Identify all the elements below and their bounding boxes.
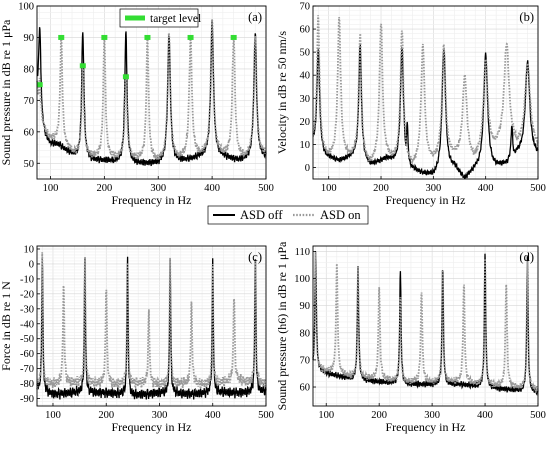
panel-c-x-tick-label: 400 [205,410,221,421]
panel-a-target-level-marker [230,34,237,40]
panel-c-y-tick-label: 0 [29,259,34,270]
panel-a-y-tick-label: 90 [24,33,35,44]
panel-c-series-asd-on [36,252,267,390]
panel-d-y-tick-label: 110 [295,247,310,258]
panel-d-x-tick-label: 400 [477,410,493,421]
shared-legend: ASD off ASD on [207,205,369,225]
panel-c-y-tick-label: -10 [20,274,34,285]
panel-b: 100 200 300 400 500 0 10 20 30 40 50 60 70 (b) Frequ… [275,2,546,208]
panel-d-x-axis-label: Frequency in Hz [386,420,466,434]
panel-a-x-tick-label: 200 [96,183,112,194]
panel-b-label: (b) [519,10,534,24]
panel-b-y-tick-label: 30 [300,94,311,105]
panel-b-y-tick-label: 20 [300,117,311,128]
panel-a-x-tick-label: 300 [150,183,166,194]
panel-c-label: (c) [248,250,262,264]
panel-d-label: (d) [519,250,534,264]
panel-c-y-tick-label: -90 [20,394,34,405]
panel-c-series-asd-off [36,256,267,400]
target-level-legend-label: target level [150,13,201,25]
panel-b-x-tick-label: 300 [425,183,441,194]
panel-c-y-tick-label: -60 [20,349,34,360]
panel-a: 100 200 300 400 500 50 60 70 80 90 100 (a) Frequen… [0,2,274,208]
panel-a-series-asd-off [36,19,267,167]
panel-c-x-tick-label: 200 [98,410,114,421]
panel-d-x-tick-label: 500 [530,410,546,421]
panel-c-x-axis-label: Frequency in Hz [112,420,192,434]
panel-c-y-axis-label: Force in dB re 1 N [0,281,13,371]
target-level-legend: target level [119,8,201,28]
panel-d-x-tick-label: 100 [318,410,334,421]
panel-c-y-tick-label: -70 [20,364,34,375]
panel-c: 100 200 300 400 500100-10-20-30-40-50-60-70-… [0,244,274,434]
panel-b-series-asd-on [312,15,539,165]
panel-b-y-tick-label: 0 [305,163,310,174]
panel-d-x-tick-label: 300 [424,410,440,421]
panel-d-y-axis-label: Sound pressure (h6) in dB re 1 μPa [275,241,289,410]
panel-a-target-level-marker [36,82,43,88]
panel-c-y-tick-label: -80 [20,379,34,390]
panel-a-target-level-marker [144,34,151,40]
panel-d-series-asd-on [312,251,539,394]
panel-a-y-tick-label: 60 [24,127,35,138]
panel-d-y-tick-label: 90 [300,301,311,312]
panel-b-x-tick-label: 200 [373,183,389,194]
panel-a-y-axis-label: Sound pressure in dB re 1 μPa [0,19,13,165]
panel-d: 100 200 300 400 500 60 70 80 90 100 110 (d) Freque… [275,241,546,434]
panel-b-y-tick-label: 50 [300,48,311,59]
panel-a-y-tick-label: 80 [24,64,35,75]
panel-b-y-tick-label: 10 [300,140,311,151]
panel-a-series-asd-on [36,19,267,161]
panel-b-y-axis-label: Velocity in dB re 50 nm/s [275,31,289,154]
panel-a-label: (a) [248,10,262,24]
panel-a-x-tick-label: 100 [43,183,59,194]
panel-a-target-level-marker [101,34,108,40]
panel-d-y-tick-label: 100 [294,274,310,285]
panel-c-y-tick-label: -30 [20,304,34,315]
panel-a-x-tick-label: 400 [204,183,220,194]
panel-a-target-level-marker [58,34,65,40]
panel-c-y-tick-label: 10 [24,244,35,255]
panel-d-y-tick-label: 70 [300,355,311,366]
panel-a-y-tick-label: 70 [24,96,35,107]
panel-a-x-tick-label: 500 [258,183,274,194]
panel-d-y-tick-label: 80 [300,328,311,339]
panel-c-y-tick-label: -40 [20,319,34,330]
panel-b-y-tick-label: 70 [300,2,311,13]
panel-b-series-asd-off [312,43,539,180]
panel-b-x-tick-label: 500 [530,183,546,194]
panel-d-y-tick-label: 60 [300,383,311,394]
panel-c-y-tick-label: -20 [20,289,34,300]
panel-a-y-tick-label: 100 [18,2,34,13]
panel-b-x-axis-label: Frequency in Hz [386,193,466,207]
panel-a-target-level-marker [79,63,86,69]
panel-c-x-tick-label: 500 [258,410,274,421]
panel-a-x-axis-label: Frequency in Hz [112,193,192,207]
panel-c-x-tick-label: 100 [45,410,61,421]
panel-d-x-tick-label: 200 [371,410,387,421]
panel-b-x-tick-label: 100 [321,183,337,194]
panel-b-y-tick-label: 40 [300,71,311,82]
panel-a-target-level-marker [187,34,194,40]
panel-c-x-tick-label: 300 [152,410,168,421]
panel-a-y-tick-label: 50 [24,159,35,170]
legend-asd-on-label: ASD on [320,208,361,222]
panel-b-x-tick-label: 400 [478,183,494,194]
legend-asd-off-label: ASD off [240,208,283,222]
panel-b-y-tick-label: 60 [300,25,311,36]
panel-a-target-level-marker [122,74,129,80]
panel-c-y-tick-label: -50 [20,334,34,345]
